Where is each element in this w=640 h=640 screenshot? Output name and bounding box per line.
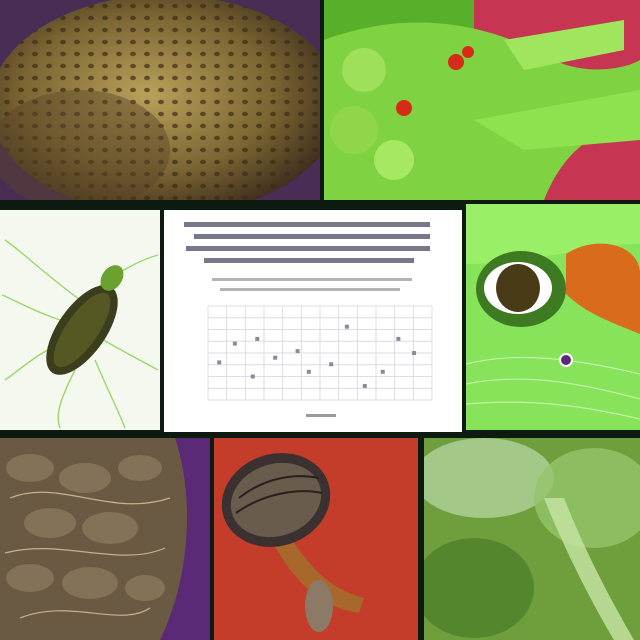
- chart-point: [380, 369, 385, 374]
- chart-point: [412, 351, 417, 355]
- sponge-photo: [0, 0, 320, 200]
- mushroom-image: [214, 438, 418, 640]
- chart-point: [273, 355, 278, 360]
- creature-eye-icon: [448, 54, 464, 70]
- eye-pupil-icon: [496, 264, 540, 312]
- insect-image: [0, 210, 160, 430]
- pine-cone-texture: [0, 438, 210, 640]
- chart-point: [250, 374, 255, 379]
- chart-point: [362, 383, 367, 388]
- green-creature-illustration: [324, 0, 640, 200]
- insect-illustration: [0, 210, 160, 430]
- moss-image: [424, 438, 640, 640]
- sponge-image: [0, 0, 320, 200]
- mushroom-illustration: [214, 438, 418, 640]
- green-eye-closeup: [466, 204, 640, 430]
- chart-point: [396, 336, 401, 341]
- chart-point: [255, 336, 260, 341]
- chart-point: [329, 362, 334, 367]
- chart-point: [306, 369, 311, 374]
- chart-point: [232, 341, 237, 346]
- chart-point: [217, 360, 222, 365]
- chart-panel: [164, 210, 462, 432]
- creature-image: [324, 0, 640, 200]
- chart-point: [344, 324, 349, 329]
- chart-point: [295, 349, 300, 354]
- moss-macro: [424, 438, 640, 640]
- chart-figure: [164, 210, 462, 432]
- pinecone-image: [0, 438, 210, 640]
- eye-image: [466, 204, 640, 430]
